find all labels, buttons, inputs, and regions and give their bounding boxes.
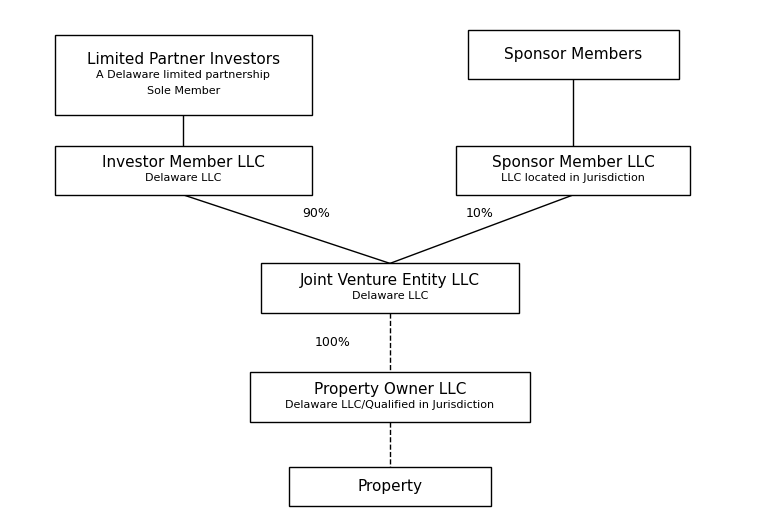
Text: 10%: 10%	[466, 207, 494, 220]
FancyBboxPatch shape	[468, 30, 679, 79]
Text: Delaware LLC/Qualified in Jurisdiction: Delaware LLC/Qualified in Jurisdiction	[285, 400, 495, 410]
Text: Sponsor Member LLC: Sponsor Member LLC	[492, 155, 654, 170]
FancyBboxPatch shape	[55, 35, 312, 116]
Text: LLC located in Jurisdiction: LLC located in Jurisdiction	[502, 173, 645, 183]
FancyBboxPatch shape	[289, 467, 491, 506]
Text: Delaware LLC: Delaware LLC	[145, 173, 222, 183]
Text: 100%: 100%	[315, 336, 351, 349]
Text: 90%: 90%	[303, 207, 330, 220]
FancyBboxPatch shape	[250, 373, 530, 421]
Text: Property Owner LLC: Property Owner LLC	[314, 381, 466, 397]
FancyBboxPatch shape	[261, 263, 519, 312]
FancyBboxPatch shape	[456, 145, 690, 195]
Text: Limited Partner Investors: Limited Partner Investors	[87, 52, 280, 67]
Text: Sponsor Members: Sponsor Members	[504, 47, 643, 62]
Text: Property: Property	[357, 479, 423, 494]
Text: Joint Venture Entity LLC: Joint Venture Entity LLC	[300, 272, 480, 288]
Text: Delaware LLC: Delaware LLC	[352, 291, 428, 301]
FancyBboxPatch shape	[55, 145, 312, 195]
Text: Sole Member: Sole Member	[147, 86, 220, 96]
Text: A Delaware limited partnership: A Delaware limited partnership	[97, 70, 270, 80]
Text: Investor Member LLC: Investor Member LLC	[102, 155, 264, 170]
